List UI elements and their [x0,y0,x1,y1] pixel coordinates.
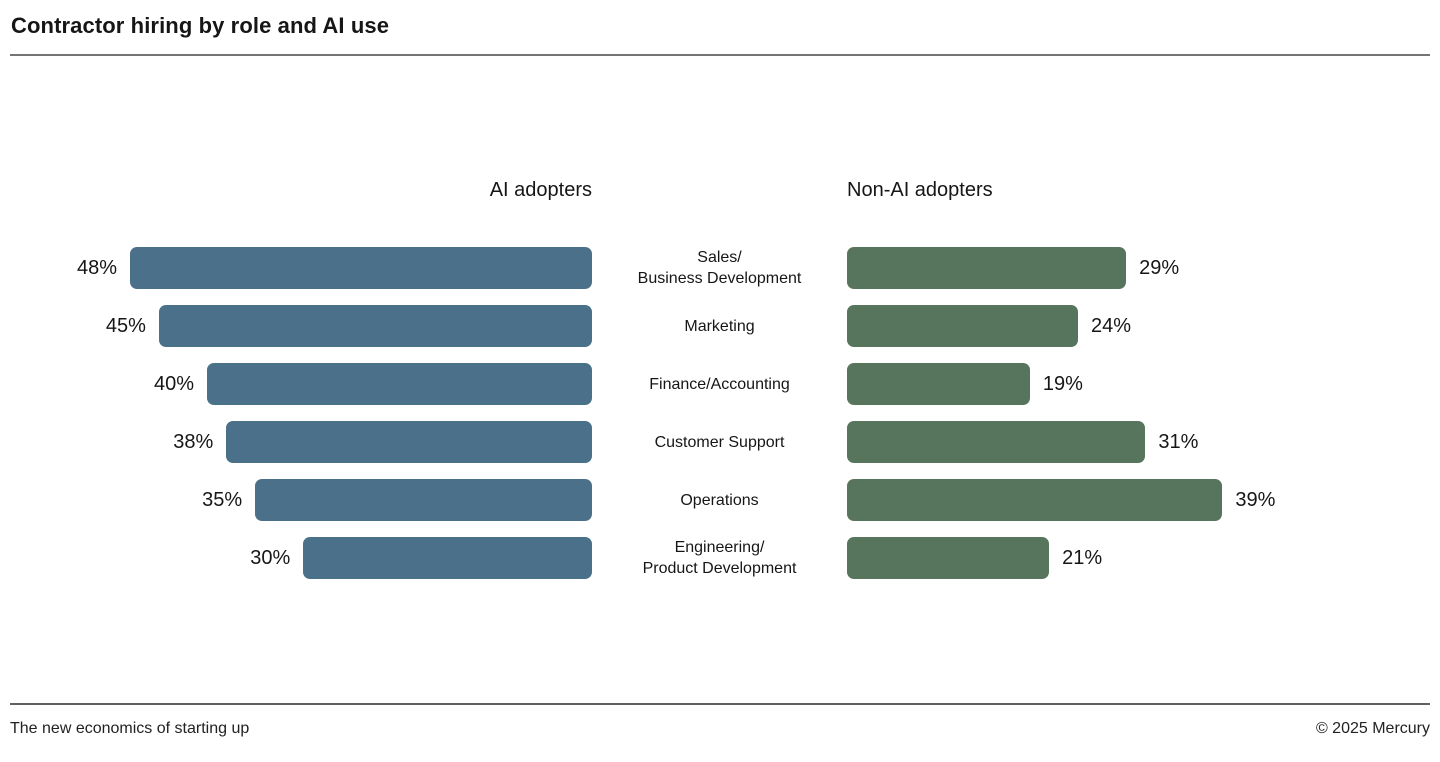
non-ai-adopters-value: 21% [1062,546,1103,569]
right-bar-cell: 21% [847,537,1440,579]
ai-adopters-value: 40% [153,372,194,395]
category-label-line: Engineering/ [674,539,765,556]
ai-adopters-value: 38% [173,430,214,453]
left-bar-cell: 45% [0,305,592,347]
non-ai-adopters-bar [847,537,1050,579]
category-label-line: Sales/ [697,249,742,266]
footer: The new economics of starting up © 2025 … [10,703,1430,738]
category-label: Engineering/Product Development [592,537,847,579]
chart-row: 40% Finance/Accounting 19% [0,363,1440,405]
ai-adopters-bar [130,247,592,289]
category-label-line: Customer Support [654,433,785,451]
chart-row: 35% Operations 39% [0,479,1440,521]
right-bar-cell: 39% [847,479,1440,521]
category-label: Operations [592,490,847,511]
category-label: Marketing [592,316,847,337]
ai-adopters-value: 45% [105,314,146,337]
page-title: Contractor hiring by role and AI use [11,13,390,38]
column-headers: AI adopters Non-AI adopters [0,179,1440,202]
non-ai-adopters-value: 29% [1139,256,1180,279]
footer-left-text: The new economics of starting up [10,720,250,737]
ai-adopters-bar [158,305,592,347]
non-ai-adopters-bar [847,479,1223,521]
right-bar-cell: 24% [847,305,1440,347]
category-label: Finance/Accounting [592,374,847,395]
chart-row: 45% Marketing 24% [0,305,1440,347]
title-divider [10,54,1430,56]
non-ai-adopters-value: 24% [1091,314,1132,337]
left-bar-cell: 30% [0,537,592,579]
right-bar-cell: 29% [847,247,1440,289]
left-series-header: AI adopters [489,179,592,201]
category-label: Customer Support [592,432,847,453]
chart-rows: 48% Sales/Business Development 29% 45% Marke… [0,247,1440,595]
category-label-line: Business Development [637,270,802,287]
left-bar-cell: 48% [0,247,592,289]
category-label: Sales/Business Development [592,247,847,289]
non-ai-adopters-bar [847,421,1146,463]
ai-adopters-bar [255,479,592,521]
category-label-line: Operations [680,491,759,509]
left-bar-cell: 38% [0,421,592,463]
ai-adopters-bar [303,537,592,579]
non-ai-adopters-bar [847,247,1127,289]
ai-adopters-value: 35% [202,488,243,511]
right-bar-cell: 31% [847,421,1440,463]
ai-adopters-value: 48% [76,256,117,279]
chart-row: 30% Engineering/Product Development 21% [0,537,1440,579]
chart-row: 48% Sales/Business Development 29% [0,247,1440,289]
right-bar-cell: 19% [847,363,1440,405]
non-ai-adopters-value: 31% [1158,430,1199,453]
non-ai-adopters-value: 39% [1235,488,1276,511]
footer-right-text: © 2025 Mercury [1315,720,1430,737]
category-label-line: Finance/Accounting [649,375,790,393]
non-ai-adopters-value: 19% [1042,372,1083,395]
left-bar-cell: 40% [0,363,592,405]
ai-adopters-value: 30% [250,546,291,569]
ai-adopters-bar [226,421,592,463]
left-bar-cell: 35% [0,479,592,521]
category-label-line: Product Development [642,560,797,577]
chart-row: 38% Customer Support 31% [0,421,1440,463]
right-series-header: Non-AI adopters [847,179,993,201]
non-ai-adopters-bar [847,363,1030,405]
ai-adopters-bar [207,363,592,405]
category-label-line: Marketing [684,317,755,335]
non-ai-adopters-bar [847,305,1078,347]
